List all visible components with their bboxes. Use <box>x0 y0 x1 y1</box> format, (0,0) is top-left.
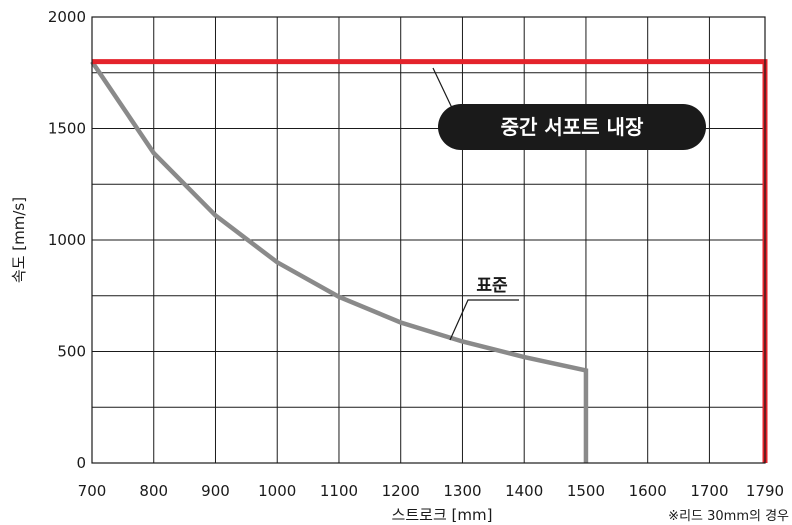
series-line-gray <box>90 60 589 463</box>
x-tick-label: 1500 <box>567 482 605 500</box>
y-tick-label: 2000 <box>48 8 86 26</box>
x-tick-label: 1000 <box>258 482 296 500</box>
x-tick-label: 1300 <box>443 482 481 500</box>
x-axis-label: 스트로크 [mm] <box>392 506 493 524</box>
gray-series-label-leader <box>449 299 519 341</box>
grid <box>92 17 765 463</box>
y-tick-label: 0 <box>76 454 86 472</box>
plot-border <box>91 16 766 464</box>
red-series-label: 중간 서포트 내장 <box>501 115 644 139</box>
y-tick-labels: 0 500 1000 1500 2000 <box>48 8 86 472</box>
x-tick-label: 1790 <box>746 482 784 500</box>
x-tick-label: 900 <box>201 482 230 500</box>
x-tick-label: 1700 <box>690 482 728 500</box>
x-tick-labels: 700 800 900 1000 1100 1200 1300 1400 1500 1600 170… <box>78 482 784 500</box>
gray-series-label: 표준 <box>476 276 508 296</box>
red-series-callout-leader <box>432 67 453 109</box>
x-tick-label: 800 <box>139 482 168 500</box>
lead-note: ※리드 30mm의 경우 <box>668 509 789 524</box>
x-tick-label: 1100 <box>320 482 358 500</box>
y-tick-label: 500 <box>57 343 86 361</box>
x-tick-label: 1400 <box>505 482 543 500</box>
plot-frame <box>91 16 766 464</box>
x-tick-label: 700 <box>78 482 107 500</box>
x-tick-label: 1200 <box>382 482 420 500</box>
x-tick-label: 1600 <box>629 482 667 500</box>
y-tick-label: 1500 <box>48 120 86 138</box>
y-axis-label: 속도 [mm/s] <box>10 197 28 283</box>
y-tick-label: 1000 <box>48 231 86 249</box>
red-series-callout-box <box>438 104 706 150</box>
